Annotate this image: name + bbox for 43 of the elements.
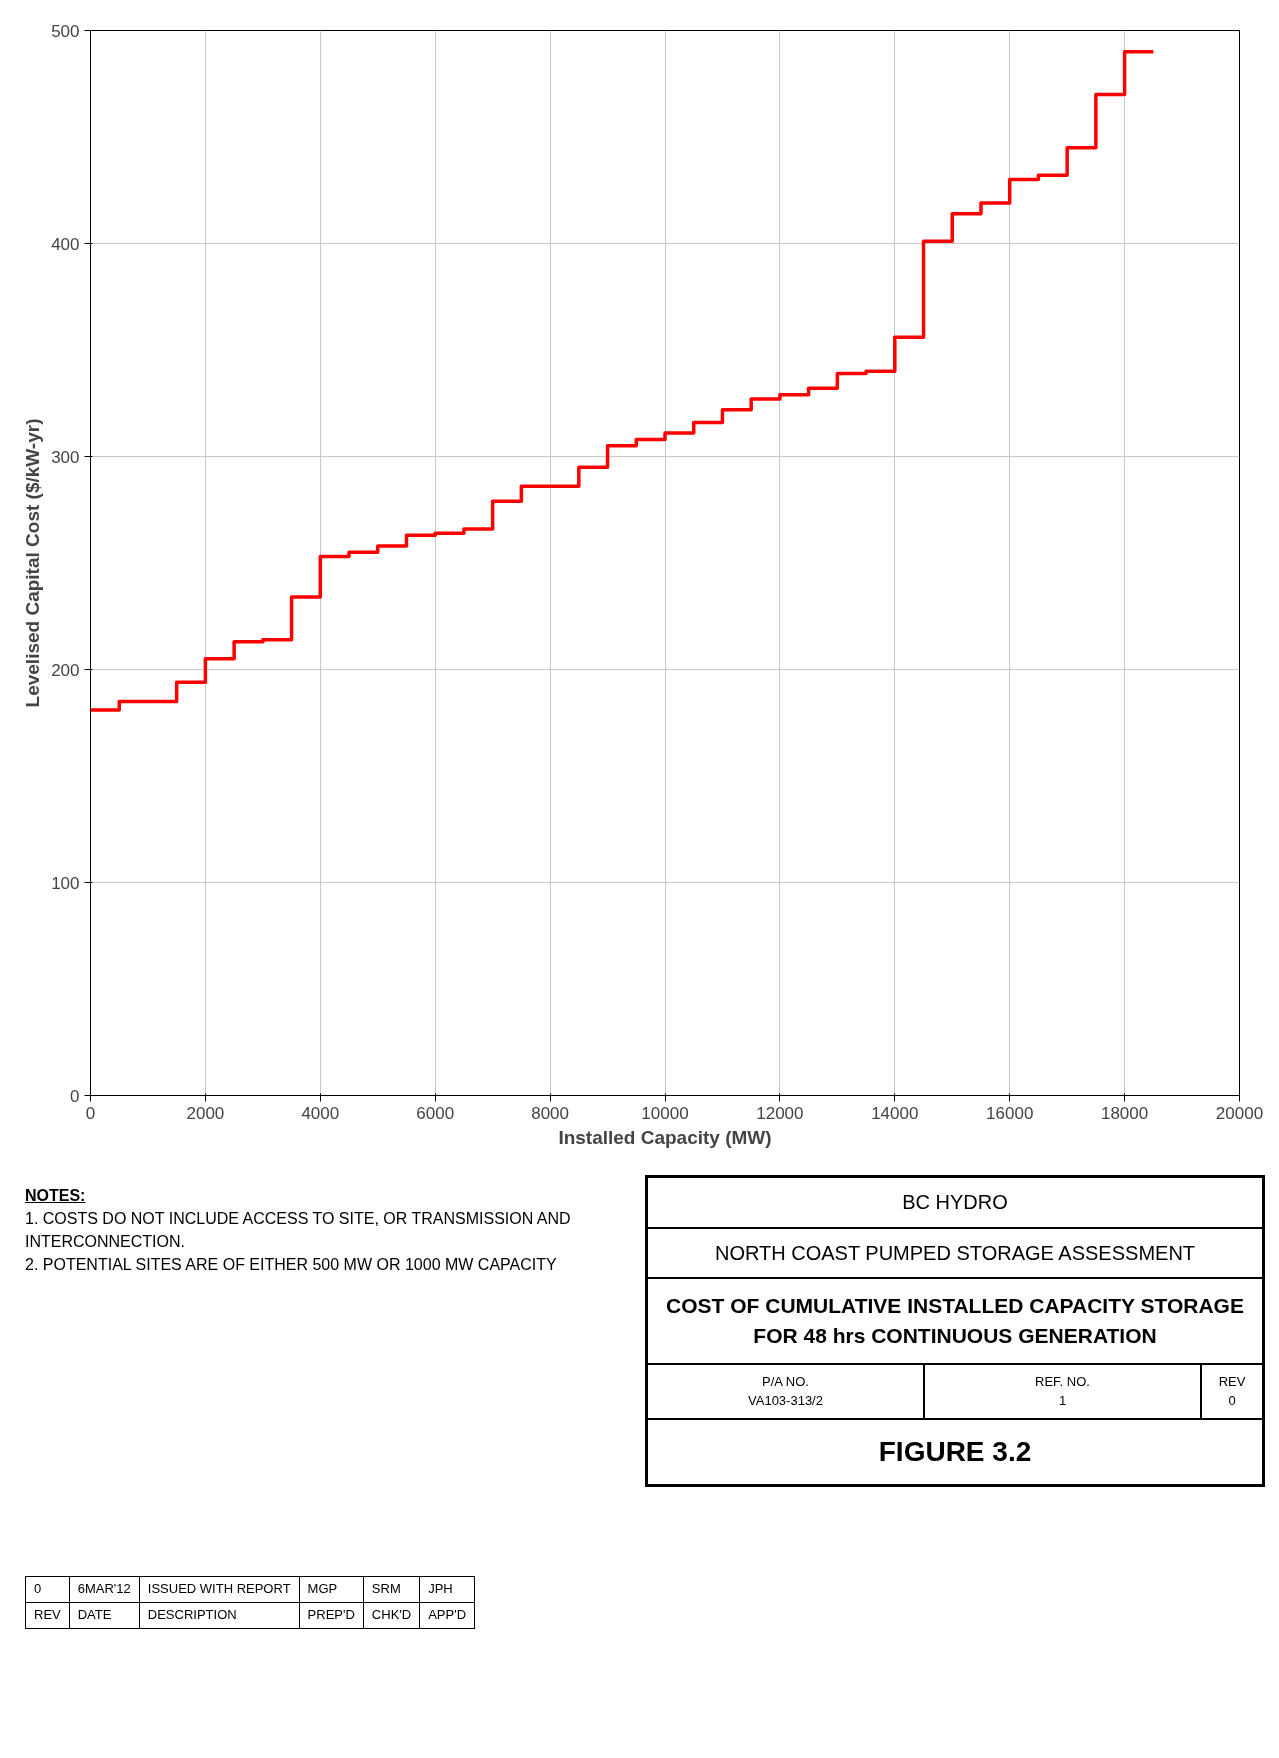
x-tick-label: 2000 bbox=[186, 1103, 225, 1123]
x-tick-label: 0 bbox=[85, 1103, 96, 1123]
text: DESCRIPTION bbox=[139, 1602, 300, 1628]
x-tick-label: 6000 bbox=[416, 1103, 455, 1123]
text: 2. POTENTIAL SITES ARE OF EITHER 500 MW OR 1000 MW CAPACITY bbox=[25, 1254, 558, 1275]
x-tick-label: 12000 bbox=[756, 1103, 804, 1123]
text: ISSUED WITH REPORT bbox=[139, 1576, 300, 1603]
text: 1. COSTS DO NOT INCLUDE ACCESS TO SITE, OR TRANSMISSION AND INTERCONNECTION. bbox=[25, 1208, 572, 1252]
x-tick-label: 18000 bbox=[1100, 1103, 1149, 1123]
text: REV bbox=[25, 1602, 70, 1628]
y-tick-label: 200 bbox=[51, 660, 80, 680]
y-axis-title: Levelised Capital Cost ($/kW-yr) bbox=[22, 418, 44, 708]
x-tick-label: 10000 bbox=[641, 1103, 689, 1123]
x-tick-label: 20000 bbox=[1215, 1103, 1264, 1123]
y-tick-label: 0 bbox=[70, 1086, 80, 1106]
x-tick-label: 16000 bbox=[986, 1103, 1034, 1123]
text: 0 bbox=[1228, 1392, 1236, 1408]
text: PREP'D bbox=[299, 1602, 364, 1628]
caption: FIGURE 3.2 bbox=[648, 1418, 1262, 1485]
text: COST OF CUMULATIVE INSTALLED CAPACITY STORAGE FOR 48 hrs CONTINUOUS GENERATION bbox=[648, 1279, 1262, 1366]
text: 1 bbox=[1058, 1392, 1067, 1408]
text: REF. NO. bbox=[1035, 1374, 1090, 1390]
x-tick-label: 8000 bbox=[531, 1103, 570, 1123]
y-tick-label: 100 bbox=[51, 873, 80, 893]
text: VA103-313/2 bbox=[748, 1392, 823, 1408]
x-tick-label: 4000 bbox=[301, 1103, 340, 1123]
y-tick-label: 300 bbox=[51, 447, 80, 467]
text: APP'D bbox=[419, 1602, 475, 1628]
x-tick-label: 14000 bbox=[871, 1103, 919, 1123]
text: SRM bbox=[363, 1576, 420, 1603]
text: BC HYDRO bbox=[648, 1178, 1262, 1229]
text: P/A NO. bbox=[762, 1374, 809, 1390]
text: JPH bbox=[419, 1576, 475, 1603]
text: NOTES: bbox=[25, 1186, 87, 1206]
text: NORTH COAST PUMPED STORAGE ASSESSMENT bbox=[648, 1228, 1262, 1280]
text: MGP bbox=[299, 1576, 364, 1603]
text: REV bbox=[1218, 1374, 1246, 1390]
y-tick-label: 500 bbox=[51, 21, 80, 41]
y-tick-label: 400 bbox=[51, 234, 80, 254]
text: CHK'D bbox=[363, 1602, 420, 1628]
text: DATE bbox=[69, 1602, 140, 1628]
x-axis-title: Installed Capacity (MW) bbox=[558, 1126, 772, 1148]
text: 6MAR'12 bbox=[69, 1576, 140, 1603]
